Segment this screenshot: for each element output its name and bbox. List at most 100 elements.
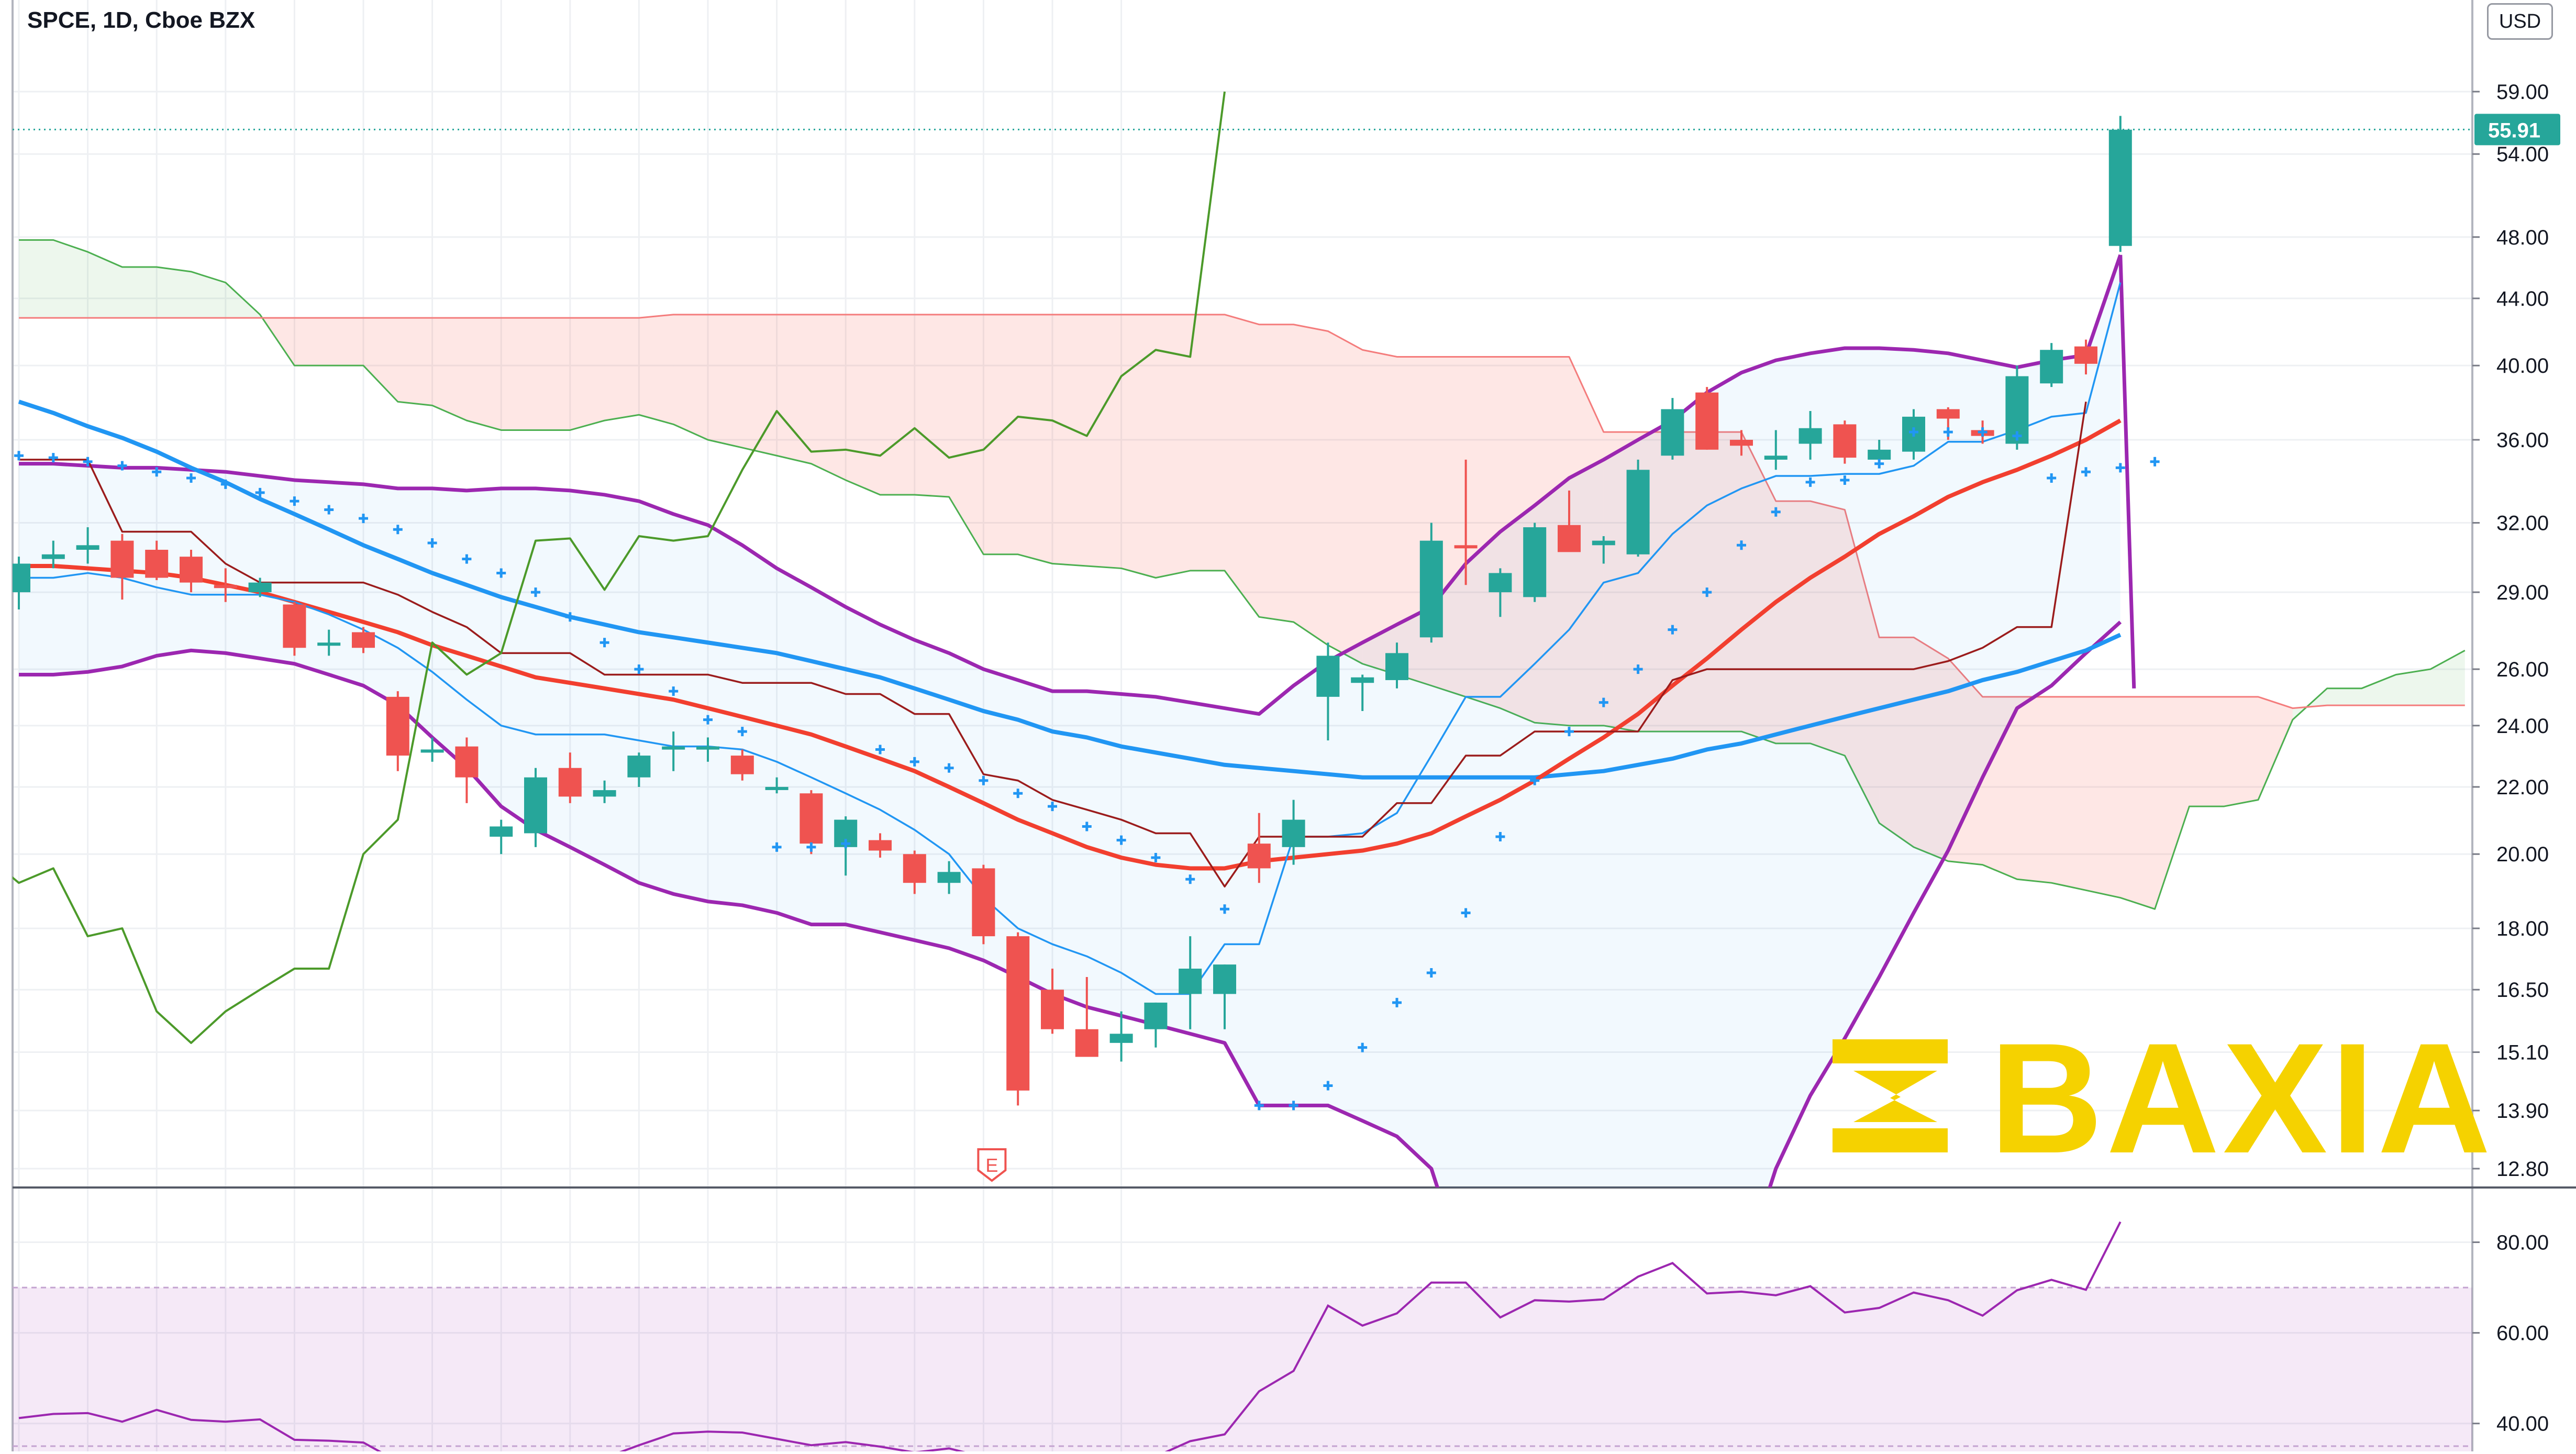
psar-dot [496, 568, 506, 578]
price-tick-label: 32.00 [2496, 512, 2549, 535]
psar-dot [83, 457, 93, 467]
candle-body [800, 793, 823, 844]
cloud-segment [2327, 688, 2362, 706]
psar-dot [1426, 968, 1436, 978]
psar-dot [1668, 625, 1678, 635]
psar-dot [1116, 835, 1126, 845]
candle-body [490, 826, 513, 837]
cloud-segment [1121, 314, 1156, 578]
candle-body [1041, 990, 1064, 1029]
watermark-logo-bar [1833, 1128, 1948, 1152]
cloud-segment [1707, 432, 1741, 732]
bollinger-lower [19, 620, 2122, 1187]
psar-dot [186, 473, 196, 483]
candle-body [352, 632, 375, 648]
cloud-segment [1190, 314, 1225, 571]
watermark-logo-bar [1833, 1039, 1948, 1063]
psar-dot [909, 757, 919, 767]
currency-badge[interactable]: USD [2487, 3, 2553, 40]
psar-dot [772, 842, 782, 852]
psar-dot [359, 514, 368, 524]
cloud-segment [1225, 314, 1259, 617]
candle-body [1144, 1002, 1168, 1029]
candle-body [1109, 1034, 1133, 1043]
candle-body [1489, 573, 1512, 593]
psar-dot [1495, 832, 1505, 841]
osc-tick-label: 40.00 [2496, 1413, 2549, 1436]
candle-body [13, 563, 30, 593]
candle-body [2074, 346, 2097, 364]
psar-dot [1358, 1042, 1368, 1052]
candle-body [248, 582, 272, 593]
kijun-line [19, 401, 2087, 887]
psar-dot [1151, 852, 1161, 862]
psar-dot [152, 467, 162, 477]
oscillator-panel: 80.00 60.00 40.00 [13, 1221, 2549, 1451]
psar-dot [531, 587, 540, 597]
cloud-segment [2017, 696, 2052, 883]
candle-body [1316, 656, 1340, 697]
ichimoku-cloud [19, 239, 2466, 910]
psar-dot [565, 612, 575, 622]
grid-lines [12, 0, 2576, 1451]
bollinger-upper [19, 254, 2123, 716]
cloud-segment [1741, 432, 1776, 743]
candle-body [1868, 449, 1891, 460]
chikou-line [13, 91, 1226, 1044]
candle-body [1351, 677, 1374, 683]
price-tick-label: 54.00 [2496, 143, 2549, 166]
psar-dot [2047, 473, 2057, 483]
candle-body [1523, 527, 1547, 597]
cloud-segment [742, 314, 777, 456]
psar-dot [1254, 1101, 1264, 1111]
cloud-segment [1535, 357, 1569, 726]
price-tick-label: 15.10 [2496, 1041, 2549, 1064]
bollinger-fill [19, 254, 2120, 1187]
psar-dot [48, 453, 58, 463]
cloud-segment [19, 240, 53, 318]
osc-tick-label: 60.00 [2496, 1322, 2549, 1345]
candle-body [558, 768, 582, 797]
psar-dot [669, 686, 679, 696]
cloud-segment [2189, 696, 2224, 807]
price-tick-label: 18.00 [2496, 917, 2549, 940]
psar-dot [841, 839, 851, 849]
cloud-segment [811, 314, 846, 480]
cloud-segment [53, 240, 88, 318]
psar-dot [1805, 477, 1815, 487]
candle-body [283, 604, 306, 648]
psar-dot [1048, 802, 1057, 812]
cloud-segment [2155, 696, 2190, 909]
candle-body [972, 868, 995, 937]
psar-dot [1771, 507, 1781, 517]
cloud-segment [639, 314, 674, 425]
rsi-line [18, 1221, 2122, 1451]
candle-body [1695, 392, 1719, 450]
cloud-segment [1086, 314, 1122, 569]
cloud-segment [949, 314, 984, 554]
candle-body [937, 872, 961, 883]
cloud-segment [1156, 314, 1191, 578]
candle-body [903, 854, 926, 883]
candle-body [1419, 540, 1443, 638]
psar-dot [703, 715, 713, 725]
cloud-segment [2430, 650, 2465, 706]
candle-body [420, 749, 444, 753]
candle-body [1936, 409, 1960, 419]
sma-fast-line [19, 418, 2122, 871]
candle-body [730, 756, 754, 774]
cloud-segment [570, 318, 605, 430]
cloud-segment [1810, 501, 1845, 756]
psar-dot [1392, 997, 1402, 1007]
candle-body [1282, 819, 1305, 847]
watermark: BAXIA [1833, 1010, 2494, 1186]
candle-body [76, 545, 99, 550]
psar-dot [1840, 475, 1850, 485]
price-tick-label: 48.00 [2496, 226, 2549, 249]
watermark-text: BAXIA [1990, 1010, 2494, 1186]
cloud-segment [1052, 314, 1087, 566]
candle-body [524, 777, 547, 834]
candle-body [1730, 440, 1753, 446]
last-price-badge [2474, 114, 2560, 146]
